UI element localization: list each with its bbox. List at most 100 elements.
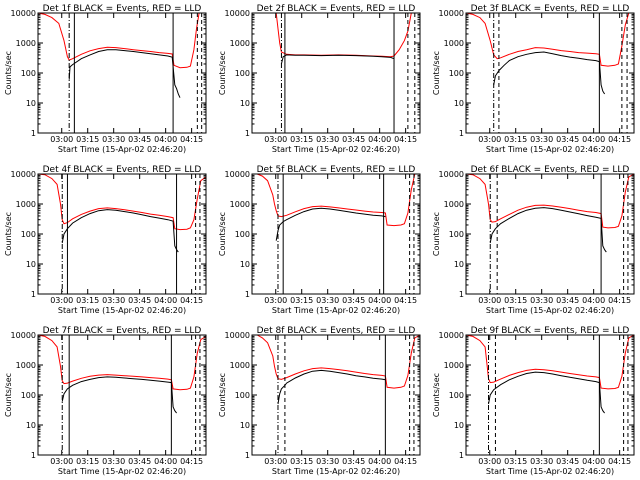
x-tick-label: 03:15	[290, 457, 313, 466]
y-axis-label: Counts/sec	[218, 51, 227, 95]
x-tick-label: 04:15	[394, 457, 417, 466]
y-tick-label: 1	[245, 129, 250, 138]
plot-frame	[251, 12, 421, 134]
y-tick-label: 1	[245, 451, 250, 460]
y-axis-label: Counts/sec	[4, 373, 13, 417]
lld-series-line	[252, 12, 420, 58]
y-tick-label: 10	[454, 260, 464, 269]
plot-frame	[37, 12, 207, 134]
x-tick-label: 04:00	[154, 296, 177, 305]
x-tick-label: 03:00	[50, 135, 73, 144]
y-tick-label: 100	[21, 230, 36, 239]
y-tick-label: 10	[26, 260, 36, 269]
x-tick-label: 03:15	[504, 457, 527, 466]
x-tick-label: 04:00	[368, 296, 391, 305]
x-tick-label: 03:00	[264, 457, 287, 466]
panel-4: 1 10 100 1000 10000 03:00 03:15 03:30 03:45 04:00…	[4, 165, 207, 315]
x-axis-label: Start Time (15-Apr-02 02:46:20)	[58, 145, 186, 154]
y-tick-label: 10	[240, 260, 250, 269]
x-axis-label: Start Time (15-Apr-02 02:46:20)	[272, 467, 400, 476]
panel-1: 1 10 100 1000 10000 03:00 03:15 03:30 03:45 04:00…	[4, 4, 207, 154]
x-tick-label: 03:00	[264, 135, 287, 144]
x-tick-label: 03:45	[342, 457, 365, 466]
y-tick-label: 10	[26, 421, 36, 430]
panel-title: Det 7f BLACK = Events, RED = LLD	[43, 326, 202, 336]
y-tick-label: 1	[31, 129, 36, 138]
x-tick-label: 03:15	[76, 457, 99, 466]
x-tick-label: 04:15	[394, 296, 417, 305]
panel-title: Det 4f BLACK = Events, RED = LLD	[43, 165, 202, 175]
x-tick-label: 03:30	[530, 457, 553, 466]
x-tick-label: 03:00	[478, 296, 501, 305]
x-tick-label: 03:15	[290, 135, 313, 144]
y-tick-label: 100	[235, 69, 250, 78]
y-axis-label: Counts/sec	[432, 373, 441, 417]
y-tick-label: 1000	[230, 200, 250, 209]
y-tick-label: 100	[21, 69, 36, 78]
panel-2: 1 10 100 1000 10000 03:00 03:15 03:30 03:45 04:00…	[218, 4, 421, 154]
panel-title: Det 2f BLACK = Events, RED = LLD	[257, 4, 416, 14]
y-tick-label: 10	[26, 99, 36, 108]
x-tick-label: 03:45	[128, 457, 151, 466]
y-tick-label: 1	[31, 290, 36, 299]
y-axis-label: Counts/sec	[4, 212, 13, 256]
y-tick-label: 1	[459, 290, 464, 299]
x-tick-label: 04:00	[582, 135, 605, 144]
y-tick-label: 10000	[11, 9, 36, 18]
x-tick-label: 04:15	[608, 457, 631, 466]
y-tick-label: 10000	[439, 331, 464, 340]
x-tick-label: 04:00	[582, 296, 605, 305]
x-tick-label: 03:30	[102, 457, 125, 466]
y-axis-label: Counts/sec	[4, 51, 13, 95]
events-series-line	[277, 369, 386, 405]
y-tick-label: 1000	[230, 361, 250, 370]
lld-series-line	[37, 12, 206, 69]
events-series-line	[275, 207, 386, 241]
x-tick-label: 04:15	[180, 135, 203, 144]
events-series-line	[488, 371, 605, 414]
y-tick-label: 100	[449, 230, 464, 239]
events-series-line	[280, 54, 395, 65]
x-tick-label: 03:30	[102, 135, 125, 144]
y-tick-label: 10000	[439, 170, 464, 179]
y-tick-label: 10	[454, 421, 464, 430]
x-tick-label: 03:15	[76, 135, 99, 144]
x-tick-label: 03:30	[316, 457, 339, 466]
x-tick-label: 03:00	[478, 457, 501, 466]
panel-title: Det 8f BLACK = Events, RED = LLD	[257, 326, 416, 336]
x-axis-label: Start Time (15-Apr-02 02:46:20)	[272, 145, 400, 154]
y-tick-label: 10000	[225, 170, 250, 179]
x-tick-label: 04:00	[368, 135, 391, 144]
x-tick-label: 04:15	[180, 457, 203, 466]
x-tick-label: 03:00	[478, 135, 501, 144]
x-tick-label: 03:45	[556, 135, 579, 144]
panel-7: 1 10 100 1000 10000 03:00 03:15 03:30 03:45 04:00…	[4, 326, 207, 476]
x-axis-label: Start Time (15-Apr-02 02:46:20)	[486, 467, 614, 476]
x-tick-label: 03:30	[316, 135, 339, 144]
y-tick-label: 10000	[11, 331, 36, 340]
panel-title: Det 6f BLACK = Events, RED = LLD	[471, 165, 630, 175]
lld-series-line	[465, 173, 635, 229]
y-axis-label: Counts/sec	[432, 212, 441, 256]
x-tick-label: 03:45	[556, 457, 579, 466]
y-tick-label: 1000	[16, 361, 36, 370]
x-tick-label: 03:00	[264, 296, 287, 305]
y-tick-label: 1000	[16, 39, 36, 48]
panel-title: Det 9f BLACK = Events, RED = LLD	[471, 326, 630, 336]
x-tick-label: 03:00	[50, 296, 73, 305]
y-axis-label: Counts/sec	[218, 212, 227, 256]
x-tick-label: 03:00	[50, 457, 73, 466]
x-tick-label: 03:30	[530, 135, 553, 144]
x-tick-label: 03:30	[530, 296, 553, 305]
lld-series-line	[465, 12, 634, 67]
x-tick-label: 03:45	[128, 135, 151, 144]
plot-frame	[465, 12, 635, 134]
panel-3: 1 10 100 1000 10000 03:00 03:15 03:30 03:45 04:00…	[432, 4, 635, 154]
y-tick-label: 1000	[444, 200, 464, 209]
lld-series-line	[37, 334, 207, 391]
x-tick-label: 03:45	[556, 296, 579, 305]
lld-series-line	[37, 173, 207, 231]
y-tick-label: 1	[459, 129, 464, 138]
plot-frame	[465, 334, 635, 456]
x-tick-label: 04:15	[394, 135, 417, 144]
